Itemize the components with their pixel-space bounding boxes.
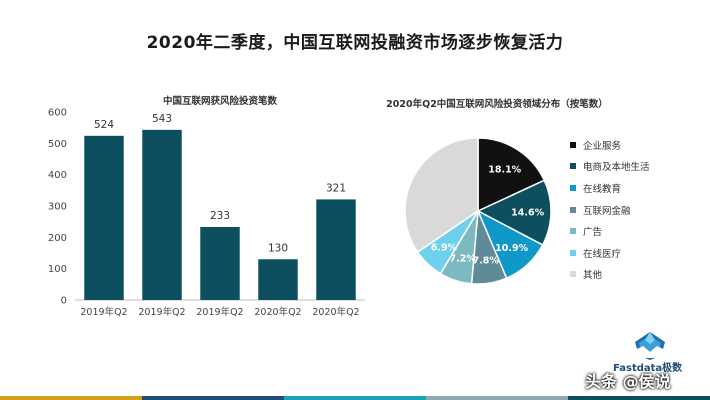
legend-item: 其他 [570,264,705,286]
legend-label: 在线医疗 [583,248,622,260]
legend-item: 电商及本地生活 [570,156,705,178]
bar-value-label: 321 [326,182,346,194]
bar-value-label: 233 [210,210,230,222]
legend-item: 在线教育 [570,177,705,199]
footer-segment [0,396,142,400]
legend-swatch [570,141,576,148]
legend-swatch [570,163,576,170]
page-title: 2020年二季度，中国互联网投融资市场逐步恢复活力 [146,33,564,53]
y-tick-label: 500 [48,139,67,150]
logo-text: Fastdata极数 [613,363,683,374]
pie-slice-label: 7.2% [449,254,476,265]
pie-slice [476,179,552,246]
legend-item: 企业服务 [570,134,705,156]
x-tick-label: 2019年Q2 [138,306,185,318]
legend-label: 电商及本地生活 [583,162,650,174]
pie-slice [477,137,546,213]
legend-label: 其他 [583,270,603,282]
bar-chart: 0 100 200 300 400 500 600 524 2019年Q2 543 2019年Q2 2… [48,108,365,318]
bar-value-label: 130 [268,242,288,254]
x-tick-label: 2019年Q2 [80,306,127,318]
footer-color-bar [0,396,710,400]
legend-swatch [570,228,576,235]
x-tick-label: 2020年Q2 [254,306,301,318]
pie-slice-label: 14.6% [511,208,544,219]
footer-segment [284,396,426,400]
legend-label: 广告 [583,227,603,239]
bar-value-label: 543 [152,113,172,125]
watermark: 头条 @侯说 [585,372,671,391]
bar [84,135,124,300]
x-tick-label: 2019年Q2 [196,306,243,318]
pie-slice-label: 6.9% [431,243,458,254]
footer-segment [426,396,568,400]
y-tick-label: 400 [48,170,67,181]
y-tick-label: 100 [48,264,67,275]
legend-swatch [570,271,576,278]
legend-item: 互联网金融 [570,199,705,221]
fastdata-logo [635,332,665,360]
x-tick-label: 2020年Q2 [312,306,359,318]
pie-slice-label: 7.8% [473,256,500,267]
pie-chart-title: 2020年Q2中国互联网风险投资领域分布（按笔数） [386,99,608,110]
bar [200,226,240,300]
legend-swatch [570,249,576,256]
pie-slice-label: 10.9% [495,243,528,254]
pie-slice-label: 18.1% [488,165,521,176]
bar [258,259,298,300]
legend-label: 企业服务 [583,140,622,152]
pie-slice [404,137,479,254]
legend-label: 互联网金融 [583,205,631,217]
y-tick-label: 200 [48,233,67,244]
y-tick-label: 300 [48,202,67,213]
legend-swatch [570,206,576,213]
pie-chart: 18.1% 14.6% 10.9% 7.8%7.2%6.9% [404,137,552,285]
legend-swatch [570,184,576,191]
legend-item: 广告 [570,220,705,242]
y-tick-label: 600 [48,108,67,119]
bar-value-label: 524 [94,119,114,131]
footer-segment [142,396,284,400]
y-tick-label: 0 [61,296,67,307]
legend-item: 在线医疗 [570,242,705,264]
bar [316,199,356,300]
bar-chart-title: 中国互联网获风险投资笔数 [162,96,277,107]
legend-label: 在线教育 [583,183,622,195]
bar [142,129,182,300]
pie-legend: 企业服务电商及本地生活 在线教育互联网金融广告在线医疗其他 [570,134,705,285]
footer-segment [568,396,710,400]
